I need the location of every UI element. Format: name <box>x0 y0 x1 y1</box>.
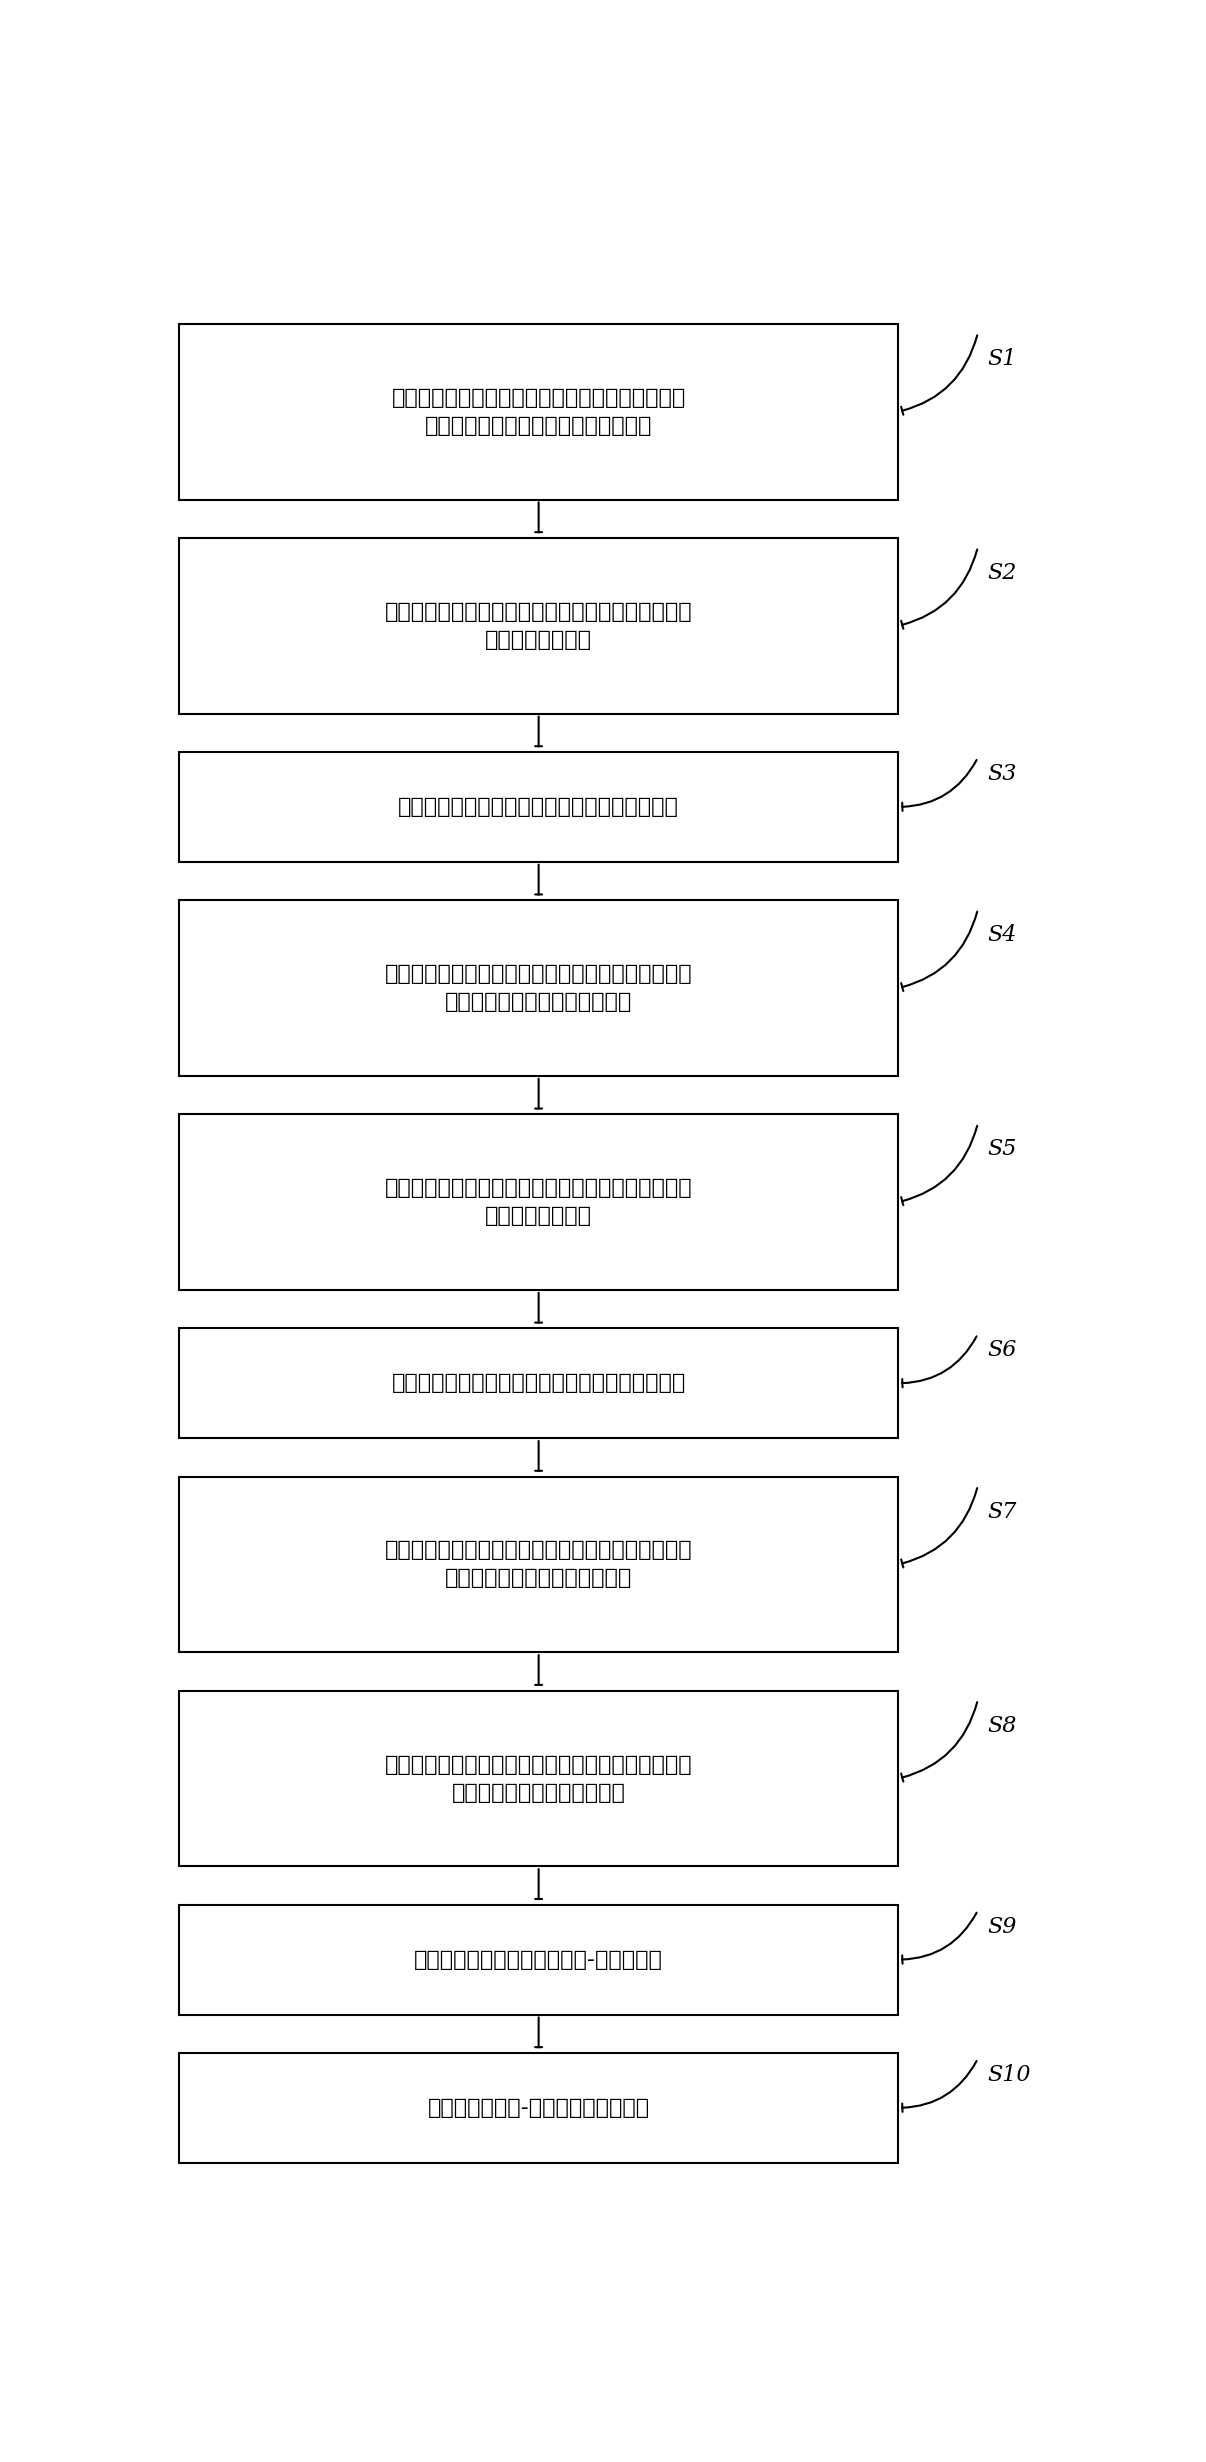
Bar <box>178 325 898 500</box>
Bar <box>178 1691 898 1866</box>
Bar <box>178 751 898 862</box>
Text: 获取所述锂离子电池的电极材料的基本晶体结构参
数，构建所述电极材料的晶体结构模型: 获取所述锂离子电池的电极材料的基本晶体结构参 数，构建所述电极材料的晶体结构模型 <box>392 387 686 436</box>
Bar <box>178 1906 898 2014</box>
Bar <box>178 1477 898 1652</box>
Text: S9: S9 <box>988 1915 1017 1938</box>
Text: 验证所述电化学-热耦合模型的有效性: 验证所述电化学-热耦合模型的有效性 <box>428 2098 650 2117</box>
Text: 对所述晶体结构模型进行优化，获得总能量最低的最
优化晶体结构参数: 对所述晶体结构模型进行优化，获得总能量最低的最 优化晶体结构参数 <box>385 601 692 650</box>
Text: S4: S4 <box>988 923 1017 945</box>
Text: S1: S1 <box>988 347 1017 369</box>
Text: S6: S6 <box>988 1339 1017 1361</box>
Bar <box>178 1329 898 1438</box>
Bar <box>178 901 898 1076</box>
Text: S2: S2 <box>988 561 1017 583</box>
Text: 依据所述最优化晶体结构参数构建出最优化晶体: 依据所述最优化晶体结构参数构建出最优化晶体 <box>398 798 679 817</box>
Bar <box>178 539 898 714</box>
Text: S7: S7 <box>988 1502 1017 1522</box>
Text: 对所述锂离子电池进行充放电循环测试、电池表面温
度分布测试以及温升曲线测试: 对所述锂离子电池进行充放电循环测试、电池表面温 度分布测试以及温升曲线测试 <box>385 1755 692 1802</box>
Bar <box>178 2053 898 2162</box>
Text: 对所述最优化晶体进行能带计算，获取所述最优化晶
体的能带、态密度及动力学参数: 对所述最优化晶体进行能带计算，获取所述最优化晶 体的能带、态密度及动力学参数 <box>385 965 692 1012</box>
Bar <box>178 1115 898 1290</box>
Text: S10: S10 <box>988 2063 1031 2085</box>
Text: 对所述最优化晶体进行声子谱计算，获取所述最优化
晶体的热力学参数: 对所述最优化晶体进行声子谱计算，获取所述最优化 晶体的热力学参数 <box>385 1179 692 1226</box>
Text: 采用所述合成电极材料构建锂离子电池样品模型，并
获取所述锂离子电池的尺寸参数: 采用所述合成电极材料构建锂离子电池样品模型，并 获取所述锂离子电池的尺寸参数 <box>385 1541 692 1588</box>
Text: 合成具有所述最优化晶体结构参数的合成电极材料: 合成具有所述最优化晶体结构参数的合成电极材料 <box>392 1374 686 1393</box>
Text: S5: S5 <box>988 1137 1017 1160</box>
Text: 构建所述锂离子电池的电化学-热耦合模型: 构建所述锂离子电池的电化学-热耦合模型 <box>414 1950 663 1970</box>
Text: S8: S8 <box>988 1716 1017 1736</box>
Text: S3: S3 <box>988 763 1017 785</box>
